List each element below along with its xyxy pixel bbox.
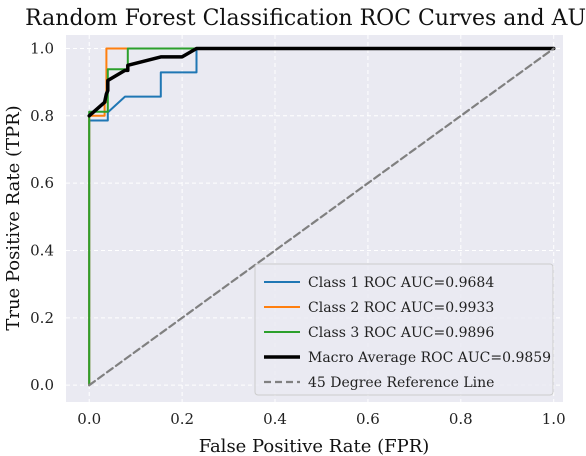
legend: Class 1 ROC AUC=0.9684 Class 2 ROC AUC=0.… [254, 263, 554, 396]
ticks: 0.0 0.2 0.4 0.6 0.8 1.0 0.0 0.2 0.4 0.6 0.8 1.0 [30, 39, 565, 428]
legend-label-2: Class 2 ROC AUC=0.9933 [308, 300, 494, 316]
series-line-1 [88, 47, 555, 387]
series-line-5 [88, 47, 555, 387]
legend-label-1: Class 1 ROC AUC=0.9684 [308, 275, 494, 291]
x-tick-label: 0.0 [77, 410, 101, 428]
y-tick-label: 0.2 [30, 309, 54, 327]
y-tick-label: 0.0 [30, 376, 54, 394]
x-tick-label: 1.0 [542, 410, 566, 428]
x-tick-label: 0.4 [263, 410, 287, 428]
series-layer [87, 46, 556, 387]
y-tick-label: 1.0 [30, 39, 54, 57]
y-tick-label: 0.8 [30, 107, 54, 125]
x-tick-label: 0.2 [170, 410, 194, 428]
legend-label-5: 45 Degree Reference Line [308, 375, 494, 391]
y-axis-label: True Positive Rate (TPR) [3, 105, 24, 330]
y-tick-label: 0.6 [30, 174, 54, 192]
series-line-3 [88, 47, 555, 387]
y-tick-label: 0.4 [30, 241, 54, 259]
legend-label-4: Macro Average ROC AUC=0.9859 [308, 350, 551, 366]
x-tick-label: 0.6 [356, 410, 380, 428]
legend-label-3: Class 3 ROC AUC=0.9896 [308, 325, 494, 341]
series-line-4 [87, 46, 556, 118]
chart-title: Random Forest Classification ROC Curves … [25, 6, 586, 31]
legend-box [254, 263, 554, 396]
x-axis-label: False Positive Rate (FPR) [199, 436, 430, 456]
x-tick-label: 0.8 [449, 410, 473, 428]
